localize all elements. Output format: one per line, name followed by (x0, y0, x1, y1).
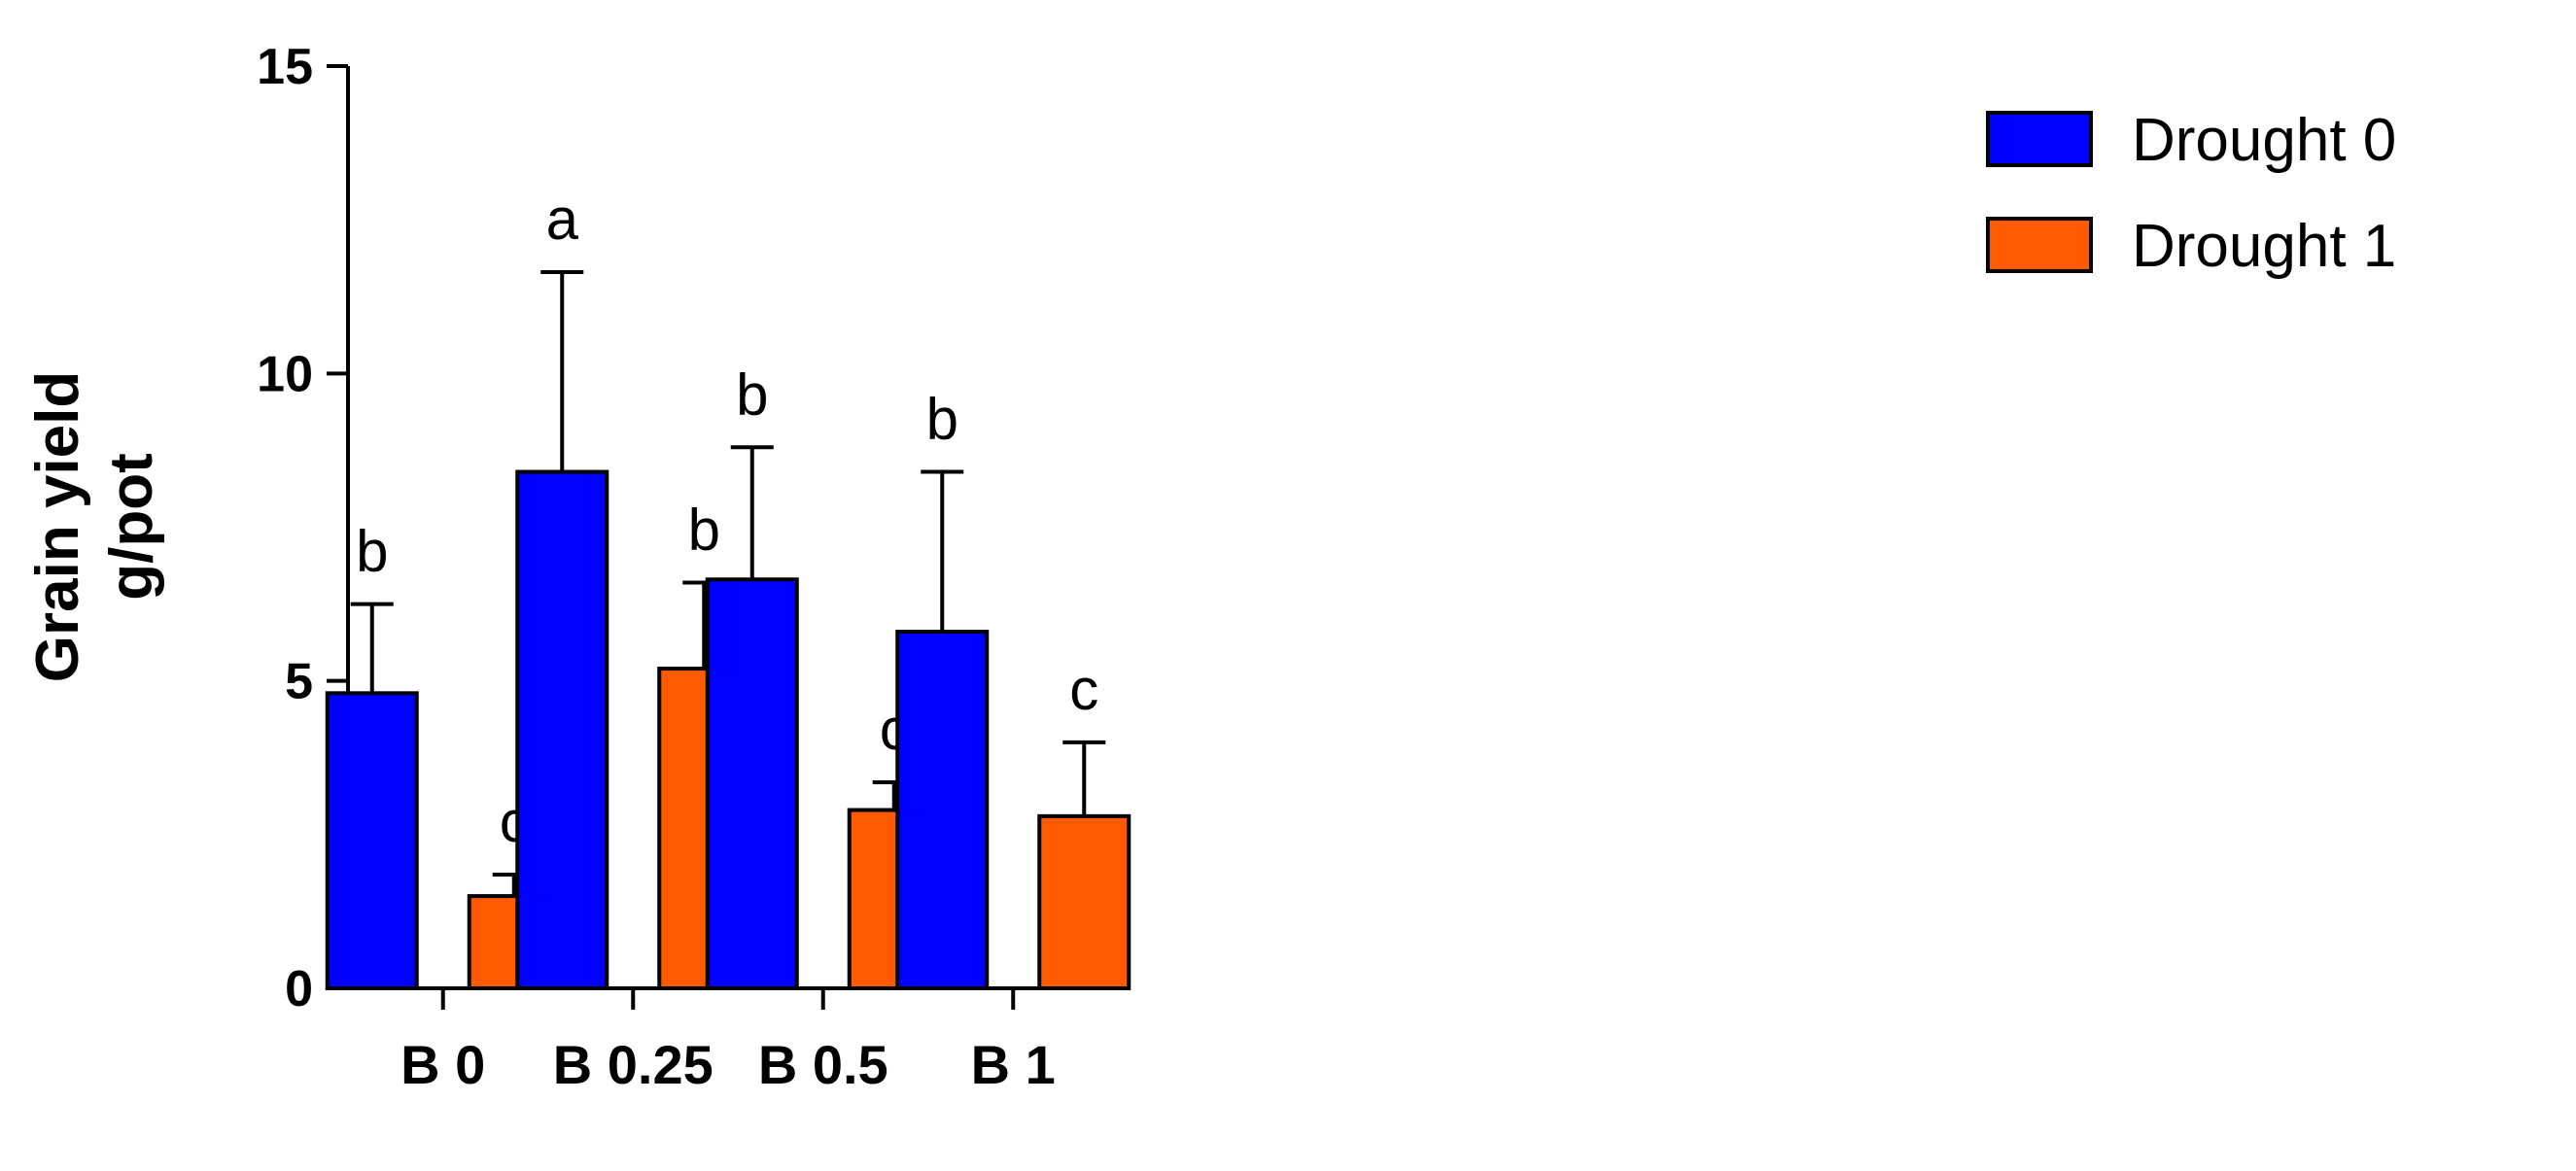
significance-letter: b (926, 387, 958, 452)
y-axis-title-line-2: g/pot (98, 453, 165, 601)
x-tick-label: B 1 (971, 1034, 1056, 1095)
significance-letter: b (356, 519, 388, 584)
bar-group: b (705, 362, 799, 990)
y-tick-label: 15 (257, 39, 313, 95)
bar-group: a (515, 187, 609, 990)
legend: Drought 0 Drought 1 (1986, 107, 2396, 280)
x-tick-label: B 0.5 (758, 1034, 888, 1095)
bar (325, 691, 419, 990)
bar (1037, 813, 1131, 990)
y-axis-title: Grain yield g/pot (24, 371, 165, 682)
y-tick-label: 10 (257, 346, 313, 402)
legend-label: Drought 1 (2132, 213, 2396, 280)
significance-letter: b (688, 497, 720, 562)
bar (515, 469, 609, 990)
x-tick-label: B 0.25 (553, 1034, 714, 1095)
significance-letter: b (736, 362, 768, 427)
legend-item: Drought 0 (1986, 107, 2396, 174)
bar (895, 630, 990, 990)
legend-swatch (1986, 217, 2093, 273)
bar-group: b (325, 519, 419, 990)
y-axis-title-line-1: Grain yield (24, 371, 91, 682)
legend-swatch (1986, 111, 2093, 167)
bar (705, 577, 799, 990)
significance-letter: a (546, 187, 579, 252)
bar-group: b (895, 387, 990, 990)
y-tick-label: 0 (285, 961, 313, 1017)
bar-group: c (1037, 657, 1131, 990)
significance-letter: c (1069, 657, 1098, 722)
y-tick-label: 5 (285, 654, 313, 710)
axes: 0 5 10 15 B 0 B 0.25 B 0.5 B 1 (257, 39, 1108, 1095)
x-tick-label: B 0 (400, 1034, 485, 1095)
legend-item: Drought 1 (1986, 213, 2396, 280)
legend-label: Drought 0 (2132, 107, 2396, 174)
